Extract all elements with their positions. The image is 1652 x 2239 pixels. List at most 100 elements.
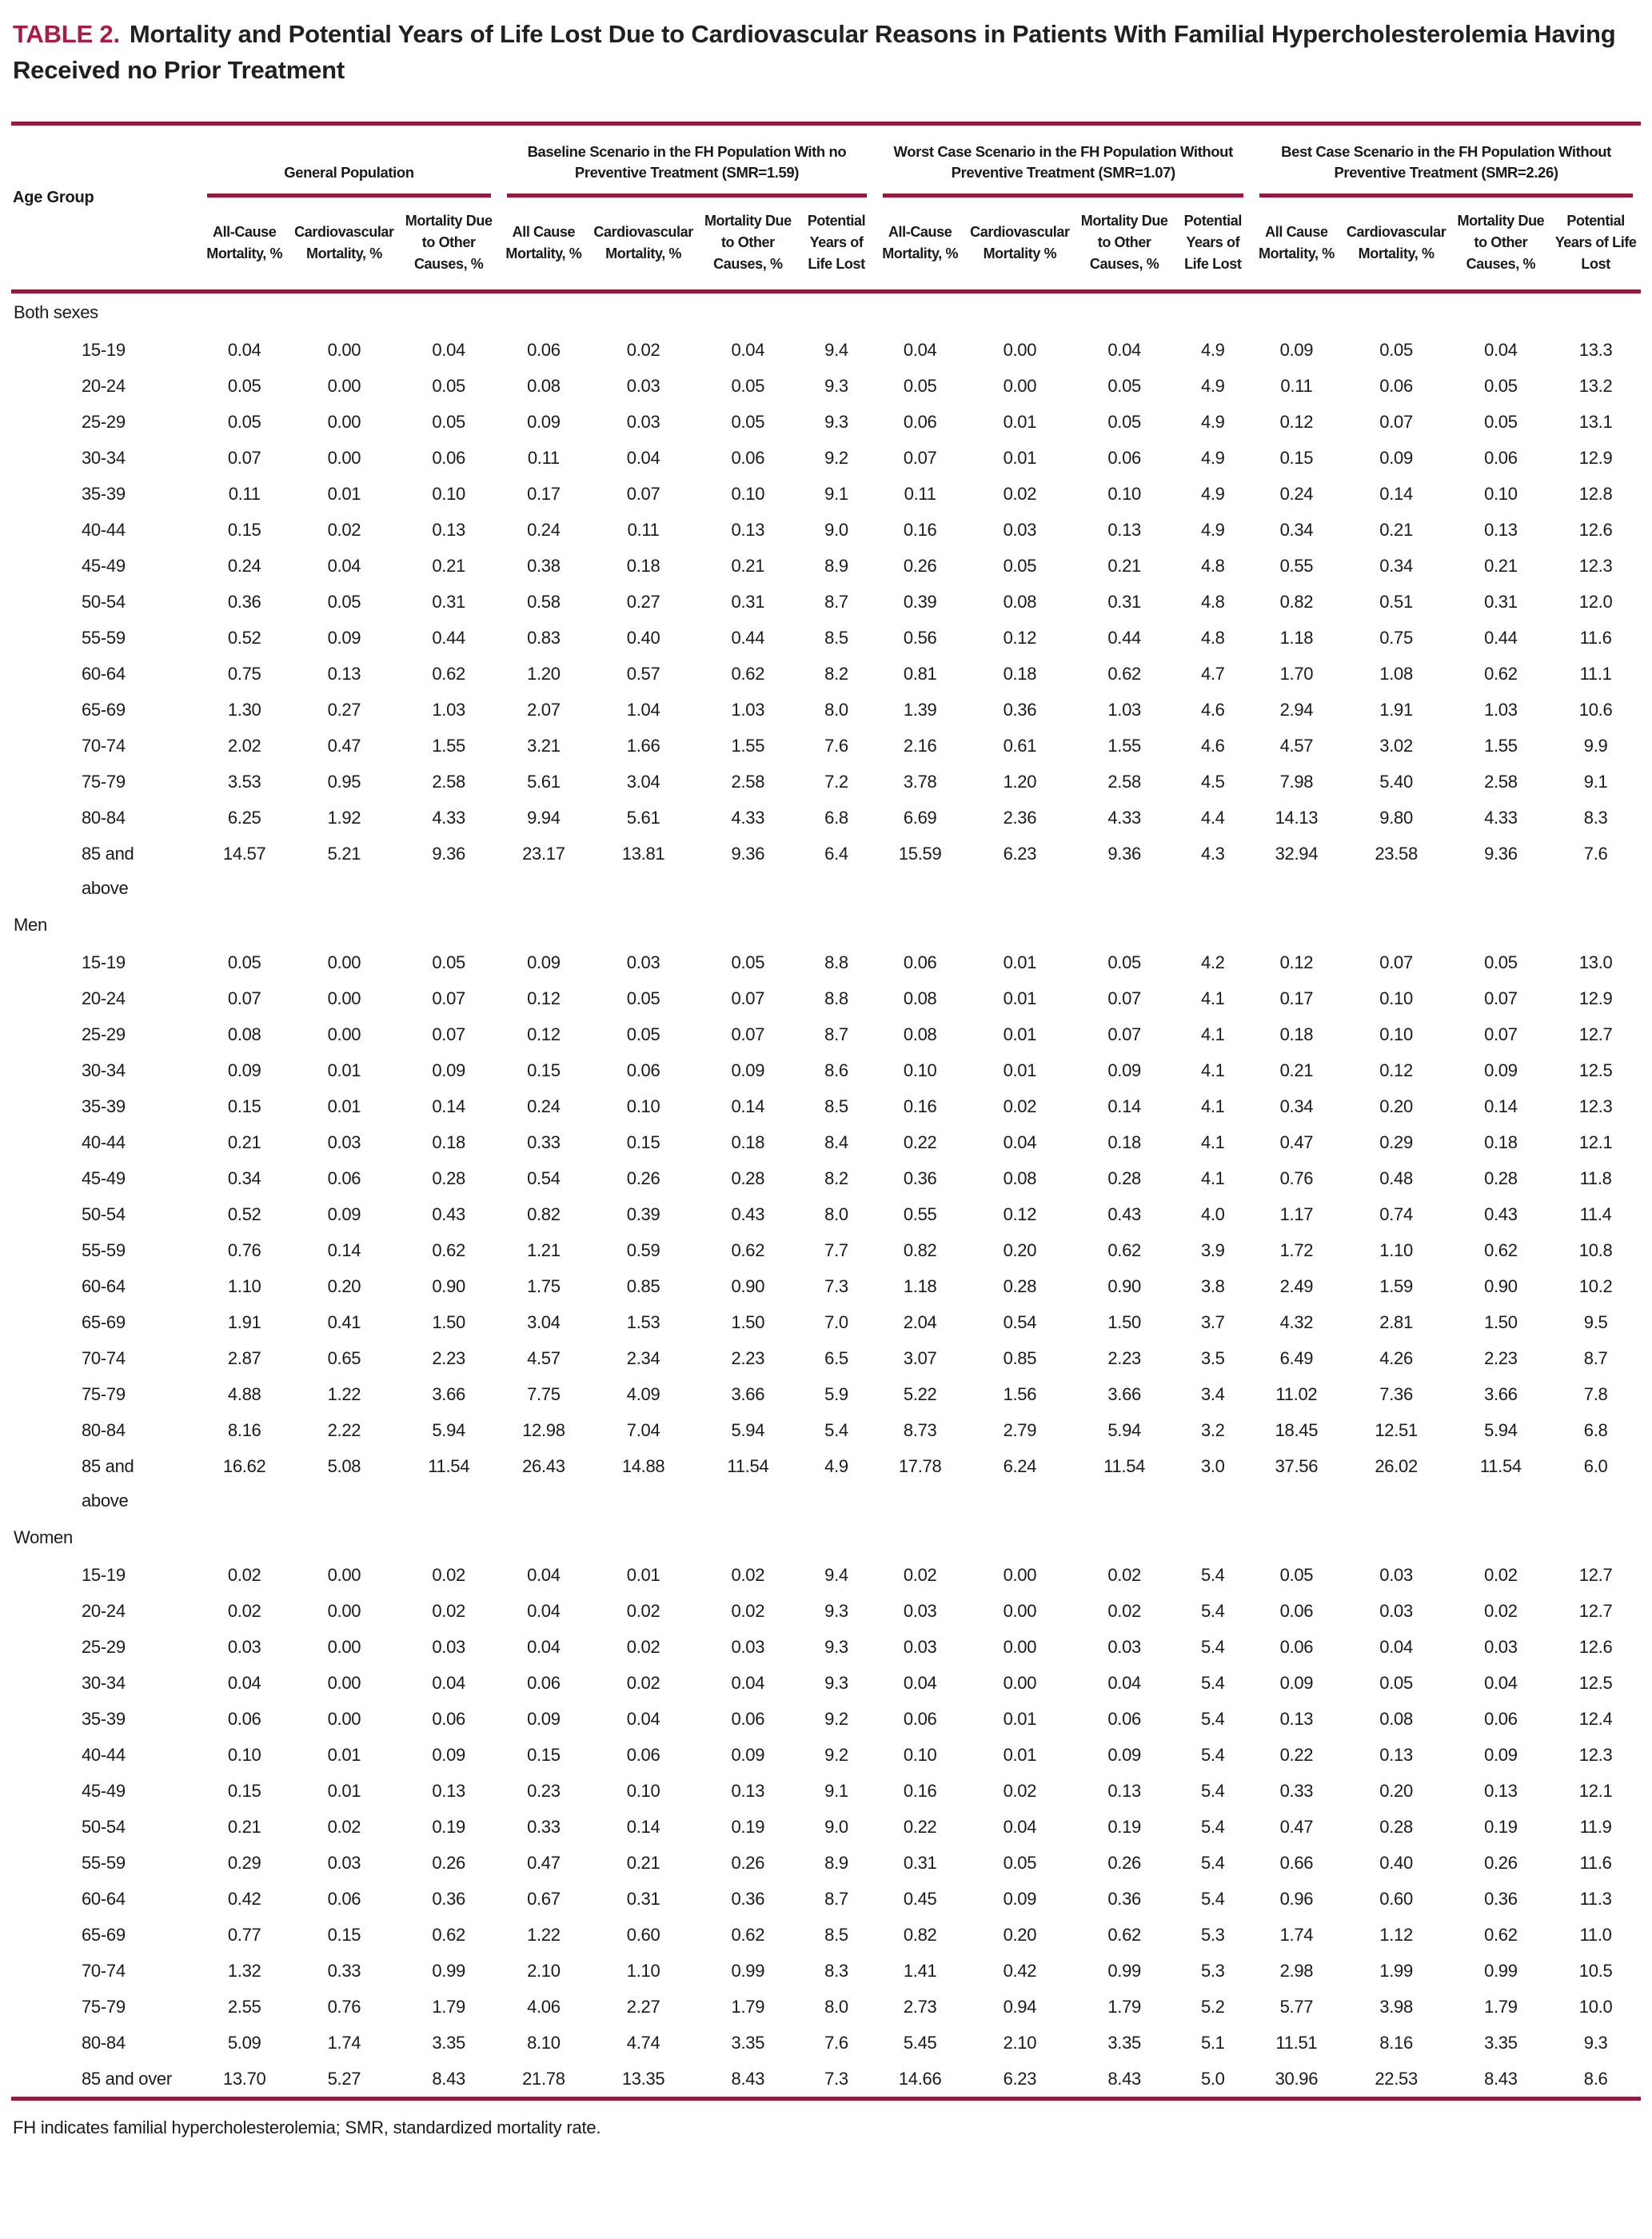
value-cell: 0.61 <box>1003 736 1037 756</box>
value-cell: 7.6 <box>824 736 848 756</box>
value-cell: 1.22 <box>527 1925 561 1945</box>
value-cell: 5.08 <box>327 1456 361 1476</box>
value-cell: 0.15 <box>1279 448 1314 468</box>
value-cell: 0.48 <box>1379 1168 1413 1188</box>
value-cell: 2.58 <box>731 772 765 792</box>
value-cell: 0.09 <box>327 1204 361 1224</box>
age-group-cell: 80-84 <box>82 808 126 828</box>
value-cell: 0.07 <box>227 448 261 468</box>
value-cell: 8.3 <box>1583 808 1608 828</box>
table-row: 75-79 2.55 0.76 1.79 4.06 2.27 1.79 8.0 2.73 0.94… <box>11 1989 1641 2025</box>
value-cell: 0.12 <box>1279 952 1314 972</box>
value-cell: 0.01 <box>327 484 361 504</box>
col-header-worst-pyll: Potential Years of Life Lost <box>1174 198 1252 293</box>
title-divider <box>11 122 1641 126</box>
col-header-baseline-cardiovascular: Cardiovascular Mortality, % <box>589 198 698 293</box>
value-cell: 12.5 <box>1578 1673 1613 1693</box>
value-cell: 9.80 <box>1379 808 1413 828</box>
value-cell: 5.4 <box>1200 1637 1225 1657</box>
value-cell: 0.99 <box>432 1961 465 1981</box>
value-cell: 0.04 <box>227 340 261 360</box>
value-cell: 0.01 <box>1003 1745 1037 1765</box>
value-cell: 0.31 <box>903 1853 937 1873</box>
value-cell: 0.21 <box>432 556 465 576</box>
value-cell: 8.8 <box>824 952 848 972</box>
value-cell: 0.43 <box>731 1204 765 1224</box>
value-cell: 0.43 <box>1107 1204 1141 1224</box>
value-cell: 6.49 <box>1279 1348 1314 1368</box>
value-cell: 4.26 <box>1379 1348 1413 1368</box>
age-group-cell: 55-59 <box>82 628 126 648</box>
value-cell: 0.05 <box>227 952 261 972</box>
value-cell: 0.09 <box>1279 340 1314 360</box>
value-cell: 0.07 <box>731 988 765 1008</box>
value-cell: 1.59 <box>1379 1276 1413 1296</box>
value-cell: 0.36 <box>432 1889 465 1909</box>
value-cell: 5.09 <box>227 2033 261 2053</box>
age-group-cell: 35-39 <box>82 1709 126 1729</box>
value-cell: 0.01 <box>1003 412 1037 432</box>
value-cell: 13.2 <box>1578 376 1613 396</box>
value-cell: 4.74 <box>626 2033 660 2053</box>
age-group-cell: 65-69 <box>82 700 126 720</box>
value-cell: 0.04 <box>1107 1673 1141 1693</box>
value-cell: 11.02 <box>1275 1384 1318 1404</box>
value-cell: 0.06 <box>1107 448 1141 468</box>
age-group-cell: 50-54 <box>82 1204 126 1224</box>
age-group-cell: 80-84 <box>82 1420 126 1440</box>
age-group-cell: 20-24 <box>82 1601 126 1621</box>
value-cell: 0.31 <box>1484 592 1518 612</box>
value-cell: 0.03 <box>1379 1601 1413 1621</box>
value-cell: 4.33 <box>432 808 465 828</box>
value-cell: 7.6 <box>1583 844 1608 864</box>
value-cell: 0.55 <box>1279 556 1314 576</box>
value-cell: 1.91 <box>1379 700 1413 720</box>
value-cell: 7.98 <box>1279 772 1314 792</box>
value-cell: 0.03 <box>1484 1637 1518 1657</box>
value-cell: 0.17 <box>1279 988 1314 1008</box>
age-group-cell: 40-44 <box>82 1745 126 1765</box>
value-cell: 0.28 <box>432 1168 465 1188</box>
table-footnote: FH indicates familial hypercholesterolem… <box>13 2117 601 2137</box>
value-cell: 9.0 <box>824 1817 848 1837</box>
value-cell: 2.23 <box>1484 1348 1518 1368</box>
value-cell: 0.10 <box>1107 484 1141 504</box>
value-cell: 0.09 <box>1484 1745 1518 1765</box>
value-cell: 0.02 <box>1107 1565 1141 1585</box>
value-cell: 8.7 <box>824 592 848 612</box>
value-cell: 0.05 <box>1379 340 1413 360</box>
table-row: 35-39 0.15 0.01 0.14 0.24 0.10 0.14 8.5 0.16 0.02… <box>11 1088 1641 1124</box>
table-row: 70-74 2.02 0.47 1.55 3.21 1.66 1.55 7.6 2.16 0.61… <box>11 728 1641 764</box>
value-cell: 0.62 <box>432 1925 465 1945</box>
value-cell: 0.29 <box>1379 1132 1413 1152</box>
value-cell: 1.91 <box>227 1312 261 1332</box>
value-cell: 8.73 <box>903 1420 937 1440</box>
value-cell: 4.1 <box>1200 1024 1225 1044</box>
value-cell: 0.05 <box>903 376 937 396</box>
value-cell: 3.7 <box>1200 1312 1225 1332</box>
value-cell: 0.34 <box>227 1168 261 1188</box>
value-cell: 11.54 <box>1479 1456 1522 1476</box>
table-row: 60-64 0.75 0.13 0.62 1.20 0.57 0.62 8.2 0.81 0.18… <box>11 656 1641 692</box>
value-cell: 0.13 <box>1279 1709 1314 1729</box>
value-cell: 0.26 <box>432 1853 465 1873</box>
value-cell: 0.21 <box>227 1132 261 1152</box>
age-group-cell: 60-64 <box>82 1889 126 1909</box>
value-cell: 7.36 <box>1379 1384 1413 1404</box>
value-cell: 0.52 <box>227 628 261 648</box>
value-cell: 12.98 <box>522 1420 565 1440</box>
col-header-baseline-other-causes: Mortality Due to Other Causes, % <box>698 198 798 293</box>
value-cell: 0.57 <box>626 664 660 684</box>
value-cell: 1.04 <box>626 700 660 720</box>
table-row: 30-34 0.04 0.00 0.04 0.06 0.02 0.04 9.3 0.04 0.00… <box>11 1665 1641 1701</box>
value-cell: 6.23 <box>1003 2069 1037 2089</box>
value-cell: 9.2 <box>824 1709 848 1729</box>
value-cell: 0.31 <box>626 1889 660 1909</box>
table-row: 45-49 0.24 0.04 0.21 0.38 0.18 0.21 8.9 0.26 0.05… <box>11 548 1641 584</box>
value-cell: 0.08 <box>227 1024 261 1044</box>
value-cell: 8.5 <box>824 628 848 648</box>
value-cell: 0.04 <box>432 1673 465 1693</box>
age-group-cell: 85 and above <box>82 844 134 898</box>
value-cell: 0.28 <box>1107 1168 1141 1188</box>
value-cell: 7.3 <box>824 2069 848 2089</box>
